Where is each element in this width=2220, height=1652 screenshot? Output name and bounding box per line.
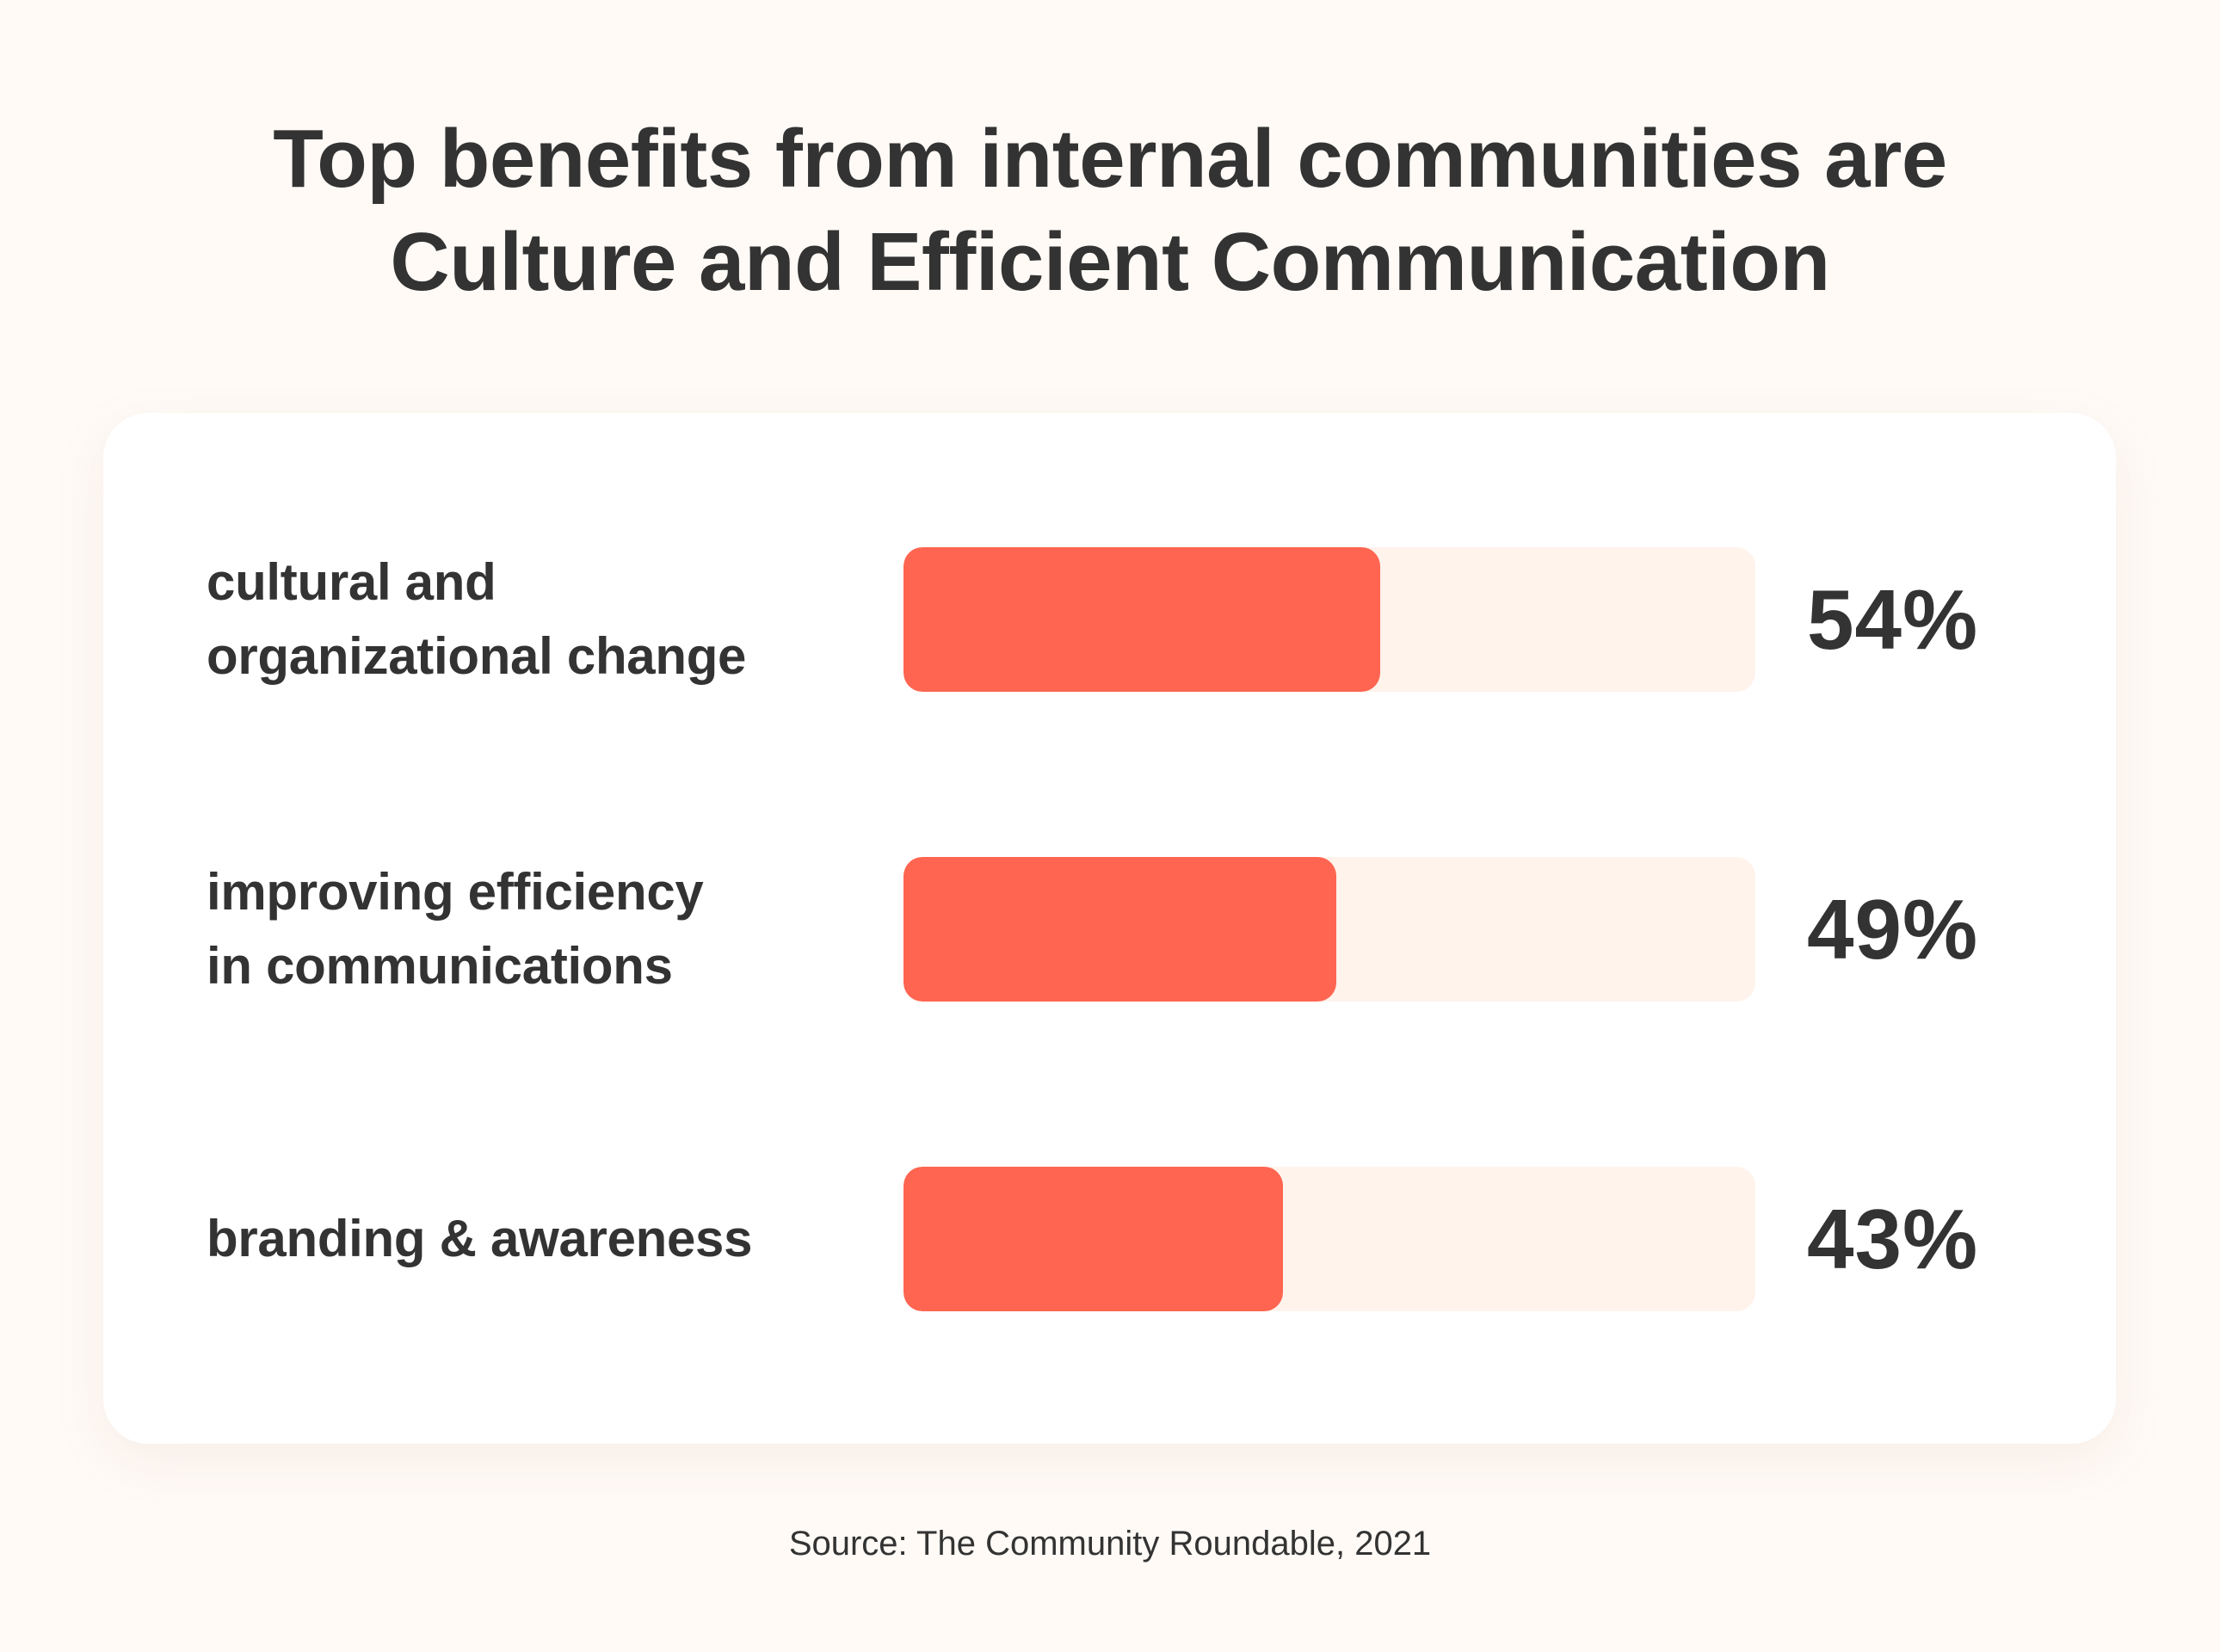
bar-value-label: 43% (1807, 1191, 1979, 1286)
chart-card: cultural and organizational change 54% i… (103, 413, 2116, 1444)
bar-label-line: in communications (207, 937, 673, 995)
bar-row: branding & awareness 43% (103, 1167, 2116, 1311)
bar-fill (903, 547, 1381, 692)
bar-row: improving efficiency in communications 4… (103, 857, 2116, 1002)
bar-row: cultural and organizational change 54% (103, 547, 2116, 692)
bar-label-line: improving efficiency (207, 863, 704, 921)
source-note: Source: The Community Roundable, 2021 (788, 1525, 1432, 1563)
chart-title-line-1: Top benefits from internal communities a… (273, 113, 1947, 205)
bar-label-line: cultural and (207, 553, 496, 611)
bar-label: cultural and organizational change (207, 547, 947, 692)
bar-track (903, 547, 1755, 692)
bar-value-label: 49% (1807, 881, 1979, 977)
bar-track (903, 857, 1755, 1002)
bar-label-line: branding & awareness (207, 1210, 753, 1267)
chart-title: Top benefits from internal communities a… (0, 108, 2220, 314)
bar-label-line: organizational change (207, 627, 747, 685)
bar-track (903, 1167, 1755, 1311)
chart-title-line-2: Culture and Efficient Communication (390, 216, 1830, 308)
bar-label: branding & awareness (207, 1167, 947, 1311)
bar-value-label: 54% (1807, 571, 1979, 667)
bar-fill (903, 857, 1337, 1002)
bar-label: improving efficiency in communications (207, 857, 947, 1002)
bar-fill (903, 1167, 1284, 1311)
